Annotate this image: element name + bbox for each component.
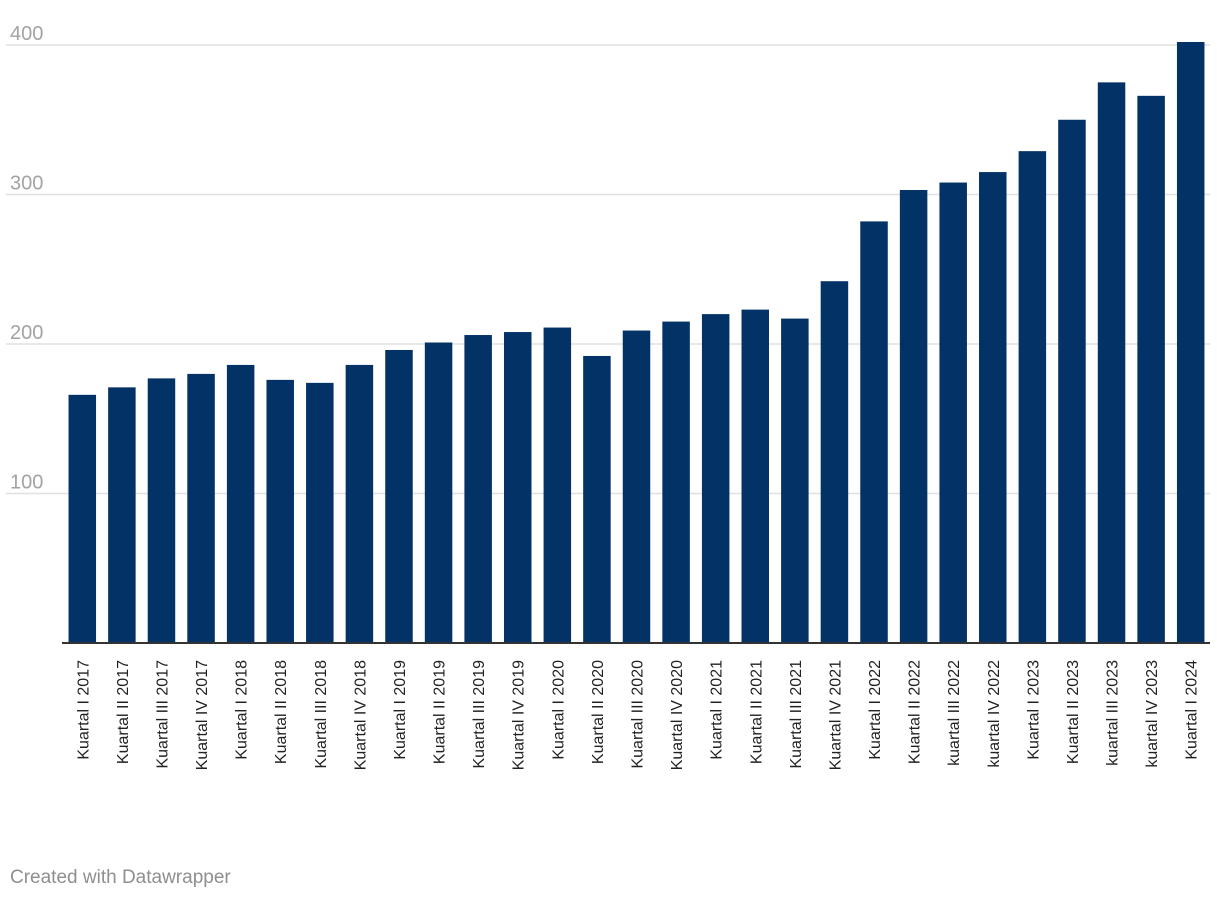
x-tick-label: Kuartal II 2022 [907, 660, 924, 764]
bar [1058, 119, 1086, 643]
bar [662, 321, 690, 643]
bar [187, 373, 215, 643]
x-tick-label: Kuartal IV 2020 [669, 660, 686, 770]
bar [1097, 82, 1126, 643]
bar [226, 364, 255, 643]
bar [1137, 95, 1165, 643]
bars [68, 42, 1205, 644]
bar [820, 281, 849, 643]
bar [147, 378, 176, 643]
x-tick-label: Kuartal IV 2018 [352, 660, 369, 770]
y-axis-ticks: 100 200 300 400 [10, 23, 43, 494]
x-tick-label: kuartal III 2022 [946, 660, 963, 766]
x-tick-label: Kuartal IV 2019 [511, 660, 528, 770]
x-tick-label: Kuartal I 2024 [1184, 660, 1201, 760]
x-tick-label: Kuartal III 2020 [630, 660, 647, 769]
bar [1018, 151, 1047, 643]
x-tick-label: Kuartal I 2020 [550, 660, 567, 760]
x-tick-label: Kuartal I 2017 [75, 660, 92, 760]
x-tick-label: Kuartal II 2021 [748, 660, 765, 764]
bar [583, 355, 611, 643]
y-tick-label: 100 [10, 472, 43, 494]
x-tick-label: kuartal IV 2023 [1144, 660, 1161, 768]
bar [1176, 42, 1205, 643]
bar [266, 379, 294, 643]
bar [939, 182, 967, 644]
x-tick-label: Kuartal II 2020 [590, 660, 607, 764]
x-tick-label: Kuartal I 2023 [1025, 660, 1042, 760]
x-tick-label: Kuartal II 2018 [273, 660, 290, 764]
bar [108, 387, 136, 643]
bar [503, 332, 532, 643]
x-tick-label: Kuartal III 2018 [313, 660, 330, 769]
x-tick-label: Kuartal IV 2017 [194, 660, 211, 770]
bar [385, 349, 413, 643]
x-tick-label: Kuartal II 2023 [1065, 660, 1082, 764]
y-tick-label: 300 [10, 173, 43, 195]
x-tick-label: Kuartal II 2019 [432, 660, 449, 764]
bar [899, 190, 928, 643]
x-tick-label: Kuartal I 2018 [234, 660, 251, 760]
x-tick-label: kuartal III 2023 [1105, 660, 1122, 766]
x-tick-label: Kuartal I 2019 [392, 660, 409, 760]
bar [781, 318, 809, 643]
x-tick-label: Kuartal III 2017 [154, 660, 171, 769]
bar [464, 335, 492, 643]
bar [701, 314, 730, 643]
bar-chart: 100 200 300 400 Kuartal I 2017 Kuartal II 20… [6, 23, 1210, 770]
x-tick-label: kuartal IV 2022 [986, 660, 1003, 768]
bar [979, 172, 1007, 643]
bar [741, 309, 770, 643]
x-axis-ticks: Kuartal I 2017 Kuartal II 2017 Kuartal III… [75, 660, 1200, 770]
bar [68, 394, 97, 643]
bar [424, 342, 453, 643]
x-tick-label: Kuartal I 2022 [867, 660, 884, 760]
bar [543, 327, 572, 643]
bar [345, 364, 374, 643]
bar [622, 330, 651, 643]
y-tick-label: 200 [10, 322, 43, 344]
x-tick-label: Kuartal III 2021 [788, 660, 805, 769]
x-tick-label: Kuartal I 2021 [709, 660, 726, 760]
bar [860, 221, 888, 643]
bar [306, 382, 334, 643]
x-tick-label: Kuartal IV 2021 [827, 660, 844, 770]
x-tick-label: Kuartal II 2017 [115, 660, 132, 764]
y-tick-label: 400 [10, 23, 43, 45]
datawrapper-credit: Created with Datawrapper [10, 867, 231, 888]
x-tick-label: Kuartal III 2019 [471, 660, 488, 769]
